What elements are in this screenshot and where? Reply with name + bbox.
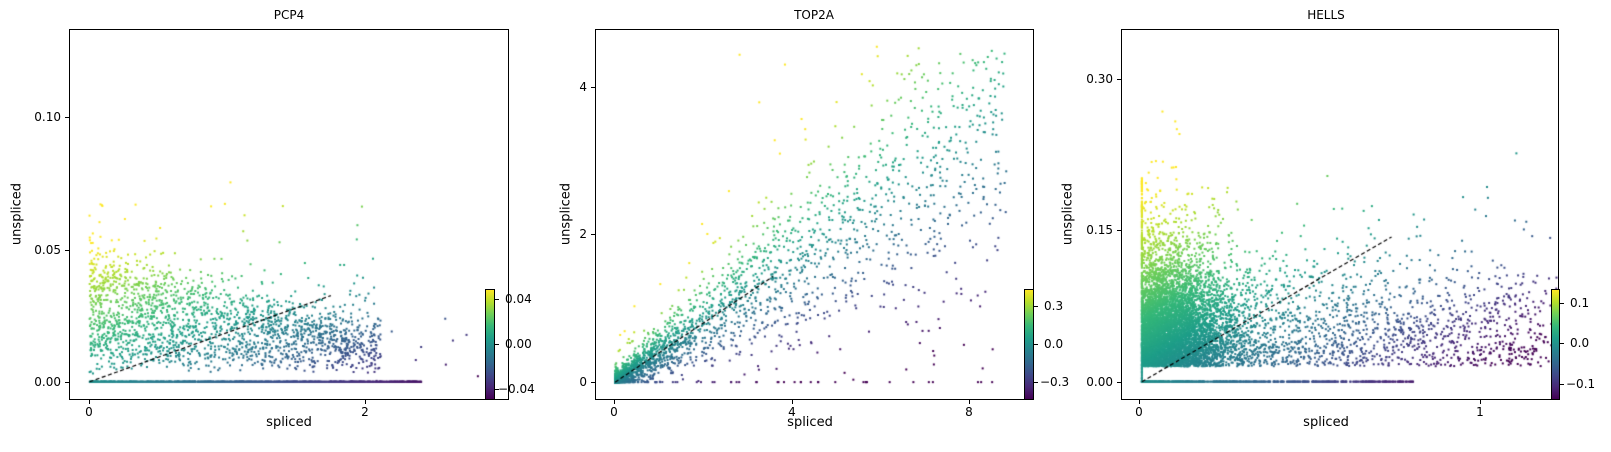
colorbar [1551, 289, 1560, 400]
colorbar-tick-label: −0.3 [1040, 375, 1070, 389]
colorbar-tick-label: −0.04 [498, 382, 535, 396]
y-tick-label: 4 [579, 80, 587, 94]
colorbar-tick-label: 0.00 [505, 337, 532, 351]
plot-area [595, 29, 1034, 400]
chart-title: TOP2A [794, 8, 834, 22]
colorbar-tick-label: 0.04 [505, 292, 532, 306]
x-tick-label: 4 [788, 405, 796, 419]
scatter-points [596, 30, 1033, 399]
y-tick-label: 0.10 [34, 110, 61, 124]
x-tick-label: 0 [610, 405, 618, 419]
y-tick-label: 2 [579, 227, 587, 241]
y-axis-label: unspliced [1060, 182, 1076, 246]
y-tick-label: 0 [579, 375, 587, 389]
scatter-points [1122, 30, 1558, 399]
plot-area [69, 29, 509, 400]
scatter-panel-pcp4: PCP4 unspliced spliced 0 2 0.00 0.05 0.1… [0, 0, 540, 452]
chart-title: PCP4 [273, 8, 305, 22]
colorbar-tick-label: 0.1 [1570, 296, 1590, 310]
colorbar-tick-label: 0.0 [1044, 337, 1064, 351]
scatter-panel-top2a: TOP2A unspliced spliced 0 4 8 0 2 4 0.3 … [559, 8, 1070, 430]
y-tick-label: 0.00 [34, 375, 61, 389]
colorbar-tick-label: 0.3 [1044, 299, 1064, 313]
x-tick-label: 0 [1135, 405, 1143, 419]
y-tick-label: 0.05 [34, 243, 61, 257]
colorbar [1024, 289, 1034, 400]
y-tick-label: 0.30 [1086, 72, 1113, 86]
x-tick-label: 1 [1476, 405, 1484, 419]
x-axis-label: spliced [787, 415, 833, 430]
scatter-points [70, 30, 508, 399]
chart-title: HELLS [1307, 8, 1345, 22]
x-axis-label: spliced [266, 415, 312, 430]
colorbar [485, 289, 495, 400]
x-tick-label: 2 [361, 405, 369, 419]
x-axis-label: spliced [1303, 415, 1349, 430]
x-tick-label: 8 [965, 405, 973, 419]
plot-area [1121, 29, 1559, 400]
y-tick-label: 0.00 [1086, 375, 1113, 389]
x-tick-label: 0 [85, 405, 93, 419]
colorbar-tick-label: −0.1 [1566, 377, 1596, 391]
colorbar-tick-label: 0.0 [1570, 336, 1590, 350]
y-tick-label: 0.15 [1086, 223, 1113, 237]
